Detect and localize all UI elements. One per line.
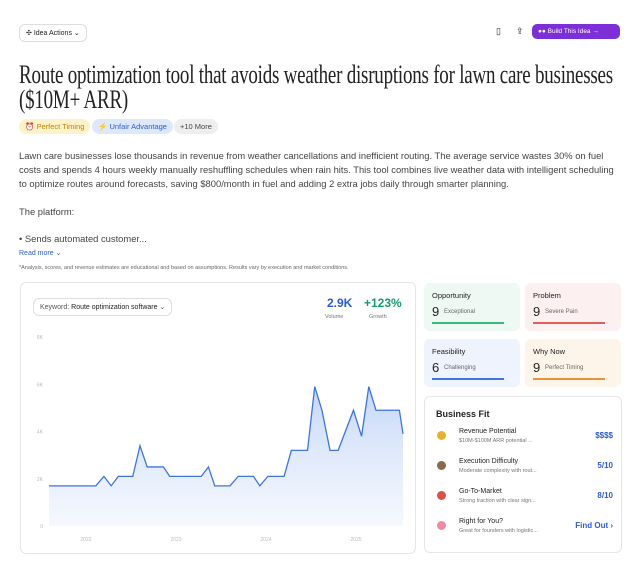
fit-name: Right for You? bbox=[459, 518, 503, 525]
y-tick-label: 6K bbox=[37, 382, 44, 388]
fit-row: Revenue Potential $10M-$100M ARR potentia… bbox=[437, 428, 613, 456]
description: Lawn care businesses lose thousands in r… bbox=[19, 150, 614, 189]
fit-detail: Moderate complexity with rout... bbox=[459, 468, 537, 474]
idea-actions-button[interactable]: ✣ Idea Actions ⌄ bbox=[19, 24, 87, 42]
fit-value: $$$$ bbox=[595, 431, 613, 440]
score-card: Feasibility 6 Challenging bbox=[424, 339, 520, 387]
button-label: Build This Idea bbox=[547, 28, 591, 35]
score-label: Problem bbox=[533, 291, 561, 300]
tag[interactable]: +10 More bbox=[174, 119, 218, 134]
fit-row: Execution Difficulty Moderate complexity … bbox=[437, 458, 613, 486]
fit-detail: Great for founders with logistic... bbox=[459, 528, 538, 534]
y-tick-label: 8K bbox=[37, 335, 44, 341]
idea-title: Route optimization tool that avoids weat… bbox=[19, 60, 613, 114]
x-tick-label: 2025 bbox=[351, 537, 362, 543]
score-bar bbox=[533, 378, 605, 380]
trend-card: Keyword: Route optimization software ⌄ 2… bbox=[20, 282, 416, 554]
y-tick-label: 4K bbox=[37, 430, 44, 436]
fit-value[interactable]: Find Out › bbox=[575, 521, 613, 530]
line bbox=[49, 386, 404, 487]
fit-name: Execution Difficulty bbox=[459, 458, 519, 465]
volume-value: 2.9K bbox=[327, 296, 353, 310]
keyword-dropdown[interactable]: Keyword: Route optimization software ⌄ bbox=[33, 298, 173, 316]
fit-detail: $10M-$100M ARR potential ... bbox=[459, 438, 533, 444]
score-bar bbox=[432, 322, 504, 324]
read-more[interactable]: Read more ⌄ bbox=[19, 250, 62, 257]
tag-label: Unfair Advantage bbox=[109, 122, 167, 131]
x-tick-label: 2022 bbox=[80, 537, 91, 543]
score-card: Problem 9 Severe Pain bbox=[525, 283, 621, 331]
tag-label: Perfect Timing bbox=[36, 122, 85, 131]
keyword: Route optimization software bbox=[71, 304, 158, 311]
growth-label: Growth bbox=[369, 314, 387, 320]
score: 9 bbox=[432, 304, 440, 319]
build-button[interactable]: ●● Build This Idea → bbox=[532, 24, 620, 39]
card-title: Business Fit bbox=[436, 409, 490, 419]
share-icon[interactable]: ⇪ bbox=[516, 26, 524, 36]
fit-detail: Strong traction with clear sign... bbox=[459, 498, 536, 504]
bookmark-icon[interactable]: ▯ bbox=[496, 26, 501, 36]
score-note: Perfect Timing bbox=[545, 365, 584, 371]
score-bar bbox=[432, 378, 504, 380]
score: 9 bbox=[533, 304, 541, 319]
score-label: Why Now bbox=[533, 347, 566, 356]
fit-name: Go-To-Market bbox=[459, 488, 502, 495]
disclaimer: *Analysis, scores, and revenue estimates… bbox=[19, 265, 349, 271]
y-tick-label: 2K bbox=[37, 477, 44, 483]
tag[interactable]: ⏰ Perfect Timing bbox=[19, 119, 91, 134]
fit-value: 5/10 bbox=[597, 461, 613, 470]
tag[interactable]: ⚡ Unfair Advantage bbox=[92, 119, 173, 134]
business-fit-card: Business Fit Revenue Potential $10M-$100M… bbox=[424, 396, 622, 553]
platform-heading: The platform: bbox=[19, 206, 75, 217]
score: 9 bbox=[533, 360, 541, 375]
chart: 0 2K 4K 6K 8K 2022 2023 2024 2025 bbox=[37, 335, 404, 543]
growth-value: +123% bbox=[364, 296, 402, 310]
score-note: Severe Pain bbox=[545, 309, 578, 315]
x-tick-label: 2024 bbox=[261, 537, 272, 543]
score-note: Exceptional bbox=[444, 309, 476, 315]
score-card: Opportunity 9 Exceptional bbox=[424, 283, 520, 331]
fit-row: Go-To-Market Strong traction with clear s… bbox=[437, 488, 613, 516]
link-label: Read more bbox=[19, 250, 54, 257]
score-card: Why Now 9 Perfect Timing bbox=[525, 339, 621, 387]
score-bar bbox=[533, 322, 605, 324]
score-label: Feasibility bbox=[432, 347, 466, 356]
fit-name: Revenue Potential bbox=[459, 428, 517, 435]
score-note: Challenging bbox=[444, 365, 476, 371]
y-tick-label: 0 bbox=[40, 524, 43, 530]
bullet: • Sends automated customer... bbox=[19, 233, 147, 244]
volume-label: Volume bbox=[325, 314, 344, 320]
score-label: Opportunity bbox=[432, 291, 471, 300]
area bbox=[49, 386, 403, 526]
fit-row[interactable]: Right for You? Great for founders with lo… bbox=[437, 518, 613, 546]
x-tick-label: 2023 bbox=[170, 537, 181, 543]
fit-value: 8/10 bbox=[597, 491, 613, 500]
keyword-label: Keyword: bbox=[40, 304, 70, 311]
score: 6 bbox=[432, 360, 440, 375]
button-label: Idea Actions bbox=[33, 30, 72, 37]
